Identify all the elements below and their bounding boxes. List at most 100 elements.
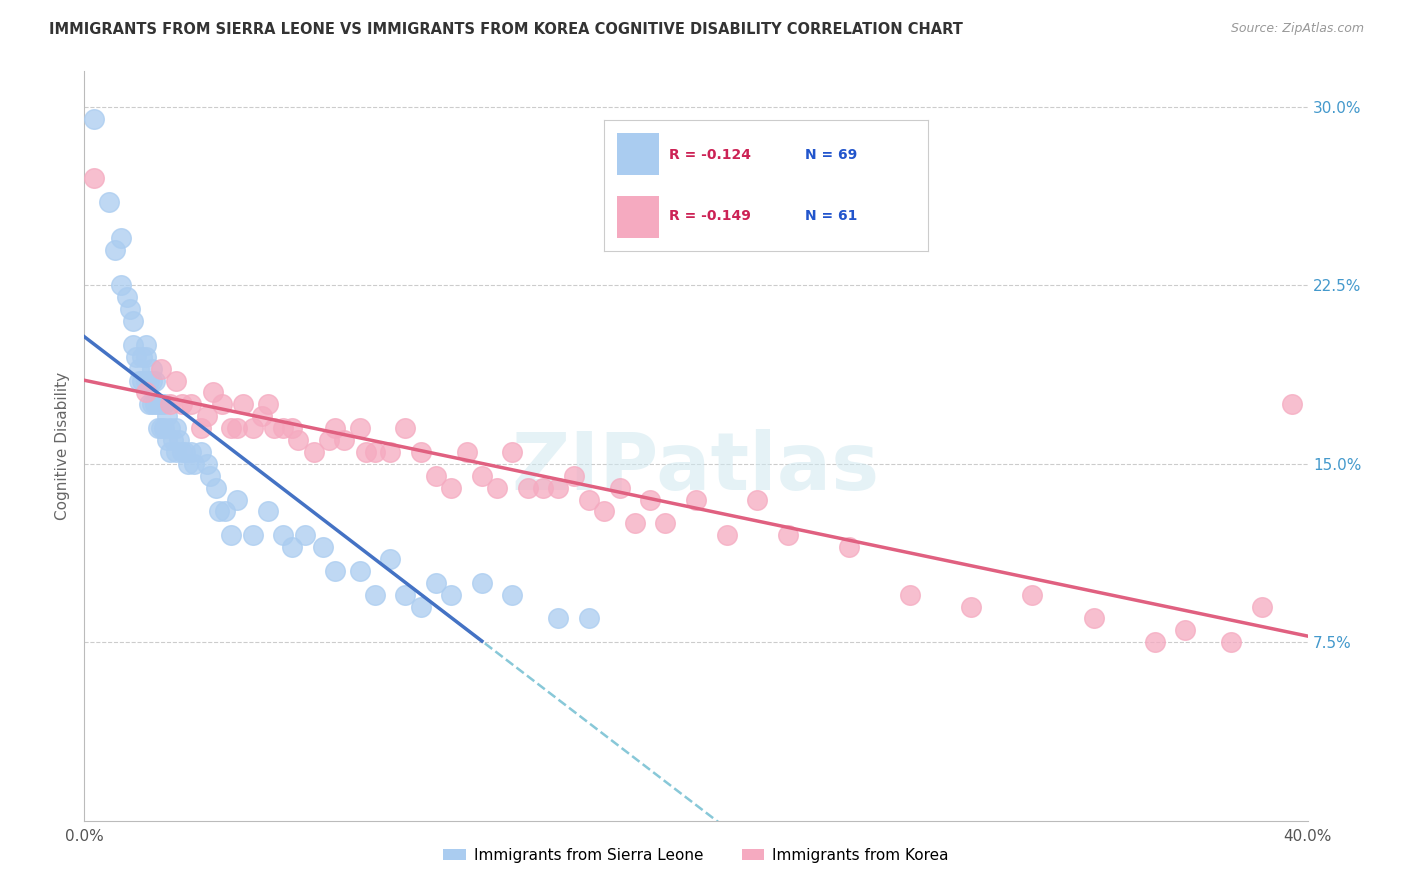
Point bbox=[135, 350, 157, 364]
Point bbox=[263, 421, 285, 435]
Point bbox=[141, 361, 163, 376]
Point bbox=[110, 278, 132, 293]
Point bbox=[143, 374, 166, 388]
Point bbox=[149, 397, 172, 411]
Point bbox=[156, 409, 179, 424]
Point bbox=[135, 385, 157, 400]
Point bbox=[747, 492, 769, 507]
Point bbox=[716, 528, 738, 542]
Point bbox=[609, 481, 631, 495]
Point bbox=[1250, 599, 1272, 614]
Legend: Immigrants from Sierra Leone, Immigrants from Korea: Immigrants from Sierra Leone, Immigrants… bbox=[437, 842, 955, 869]
Point bbox=[654, 516, 676, 531]
Point bbox=[214, 504, 236, 518]
Point bbox=[471, 468, 494, 483]
Point bbox=[394, 588, 416, 602]
Point bbox=[180, 445, 202, 459]
Point bbox=[165, 421, 187, 435]
Point bbox=[960, 599, 983, 614]
Point bbox=[211, 397, 233, 411]
Text: Source: ZipAtlas.com: Source: ZipAtlas.com bbox=[1230, 22, 1364, 36]
Point bbox=[409, 445, 432, 459]
Text: ZIPatlas: ZIPatlas bbox=[512, 429, 880, 508]
Point bbox=[440, 481, 463, 495]
Point bbox=[516, 481, 538, 495]
Point bbox=[177, 457, 200, 471]
Point bbox=[312, 540, 335, 554]
Y-axis label: Cognitive Disability: Cognitive Disability bbox=[55, 372, 70, 520]
Point bbox=[1220, 635, 1243, 649]
Point bbox=[250, 409, 273, 424]
Point bbox=[226, 492, 249, 507]
Point bbox=[271, 528, 294, 542]
Point bbox=[128, 361, 150, 376]
Point bbox=[547, 481, 569, 495]
Point bbox=[138, 374, 160, 388]
Point bbox=[104, 243, 127, 257]
Point bbox=[364, 588, 387, 602]
Point bbox=[232, 397, 254, 411]
Point bbox=[115, 290, 138, 304]
Point bbox=[138, 397, 160, 411]
Point bbox=[440, 588, 463, 602]
Text: IMMIGRANTS FROM SIERRA LEONE VS IMMIGRANTS FROM KOREA COGNITIVE DISABILITY CORRE: IMMIGRANTS FROM SIERRA LEONE VS IMMIGRAN… bbox=[49, 22, 963, 37]
Point bbox=[578, 492, 600, 507]
Point bbox=[180, 397, 202, 411]
Point bbox=[208, 504, 231, 518]
Point bbox=[146, 421, 169, 435]
Point bbox=[122, 314, 145, 328]
Point bbox=[502, 445, 524, 459]
Point bbox=[141, 374, 163, 388]
Point bbox=[156, 433, 179, 447]
Point bbox=[153, 421, 176, 435]
Point bbox=[638, 492, 661, 507]
Point bbox=[1174, 624, 1197, 638]
Point bbox=[159, 397, 181, 411]
Point bbox=[242, 528, 264, 542]
Point bbox=[201, 385, 224, 400]
Point bbox=[174, 445, 197, 459]
Point bbox=[153, 397, 176, 411]
Point bbox=[349, 421, 371, 435]
Point bbox=[294, 528, 316, 542]
Point bbox=[149, 421, 172, 435]
Point bbox=[1083, 611, 1105, 625]
Point bbox=[183, 457, 205, 471]
Point bbox=[776, 528, 799, 542]
Point bbox=[1281, 397, 1303, 411]
Point bbox=[205, 481, 228, 495]
Point bbox=[83, 112, 105, 126]
Point bbox=[502, 588, 524, 602]
Point bbox=[354, 445, 377, 459]
Point bbox=[624, 516, 647, 531]
Point bbox=[242, 421, 264, 435]
Point bbox=[287, 433, 309, 447]
Point bbox=[333, 433, 356, 447]
Point bbox=[162, 433, 184, 447]
Point bbox=[562, 468, 585, 483]
Point bbox=[172, 397, 194, 411]
Point bbox=[165, 374, 187, 388]
Point bbox=[471, 575, 494, 590]
Point bbox=[219, 528, 242, 542]
Point bbox=[83, 171, 105, 186]
Point bbox=[898, 588, 921, 602]
Point bbox=[685, 492, 707, 507]
Point bbox=[167, 433, 190, 447]
Point bbox=[380, 552, 402, 566]
Point bbox=[131, 374, 153, 388]
Point bbox=[135, 374, 157, 388]
Point bbox=[547, 611, 569, 625]
Point bbox=[125, 350, 148, 364]
Point bbox=[257, 397, 280, 411]
Point bbox=[409, 599, 432, 614]
Point bbox=[486, 481, 509, 495]
Point bbox=[159, 421, 181, 435]
Point bbox=[226, 421, 249, 435]
Point bbox=[349, 564, 371, 578]
Point bbox=[190, 445, 212, 459]
Point bbox=[380, 445, 402, 459]
Point bbox=[146, 397, 169, 411]
Point bbox=[149, 361, 172, 376]
Point bbox=[425, 468, 447, 483]
